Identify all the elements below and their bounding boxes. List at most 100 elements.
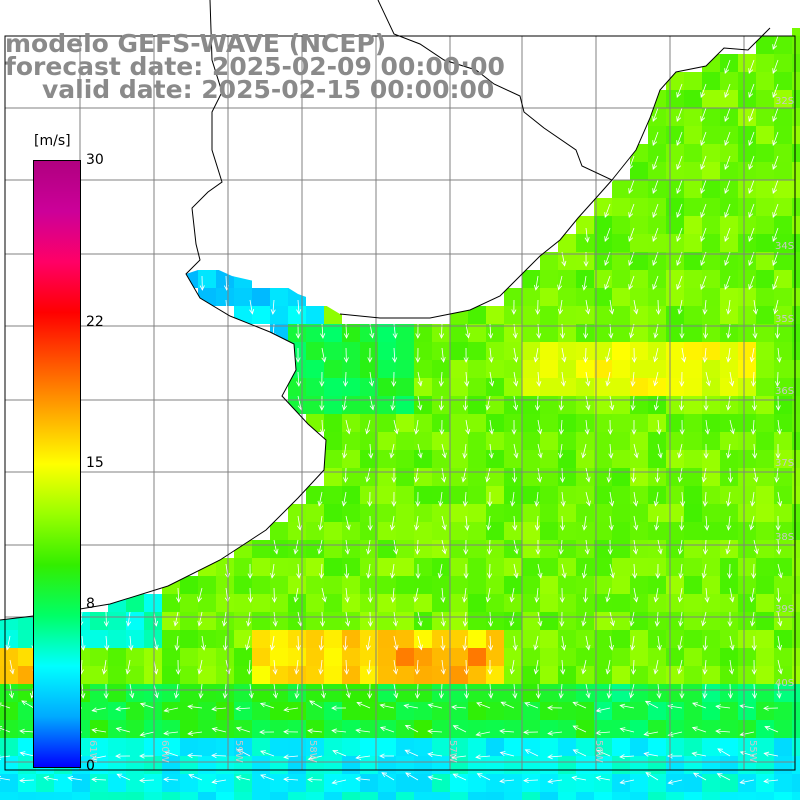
wind-arrow [163,750,179,757]
wind-arrow [391,491,397,507]
wind-cell [702,630,720,648]
wind-cell [630,234,648,252]
wind-arrow [560,491,566,507]
wind-cell [396,594,414,612]
wind-arrow [681,347,687,363]
wind-arrow [676,275,683,291]
wind-cell [684,684,702,702]
wind-cell [252,648,270,666]
wind-arrow [656,683,662,699]
wind-cell [774,162,792,180]
wind-arrow [405,772,419,781]
wind-cell [252,558,270,576]
wind-arrow [317,539,323,555]
wind-arrow [294,659,300,675]
wind-arrow [753,467,759,483]
wind-arrow [319,395,325,411]
wind-cell [540,558,558,576]
wind-arrow [0,775,11,781]
wind-cell [234,792,252,800]
wind-cell [0,666,18,684]
wind-arrow [692,772,707,781]
wind-cell [18,630,36,648]
wind-arrow [750,491,756,507]
wind-cell [252,738,270,756]
wind-arrow [748,227,755,243]
wind-cell [504,630,522,648]
wind-cell [198,702,216,720]
wind-arrow [584,227,590,243]
wind-cell [576,396,594,414]
wind-cell [126,756,144,774]
wind-arrow [368,443,374,459]
wind-cell [594,432,612,450]
wind-cell [396,702,414,720]
wind-cell [738,144,756,162]
wind-cell [738,108,756,126]
wind-arrow [772,107,779,123]
wind-arrow [677,299,683,315]
wind-cell [504,522,522,540]
wind-cell [414,756,432,774]
wind-cell [504,684,522,702]
wind-cell [666,162,684,180]
wind-cell [558,378,576,396]
wind-arrow [80,635,86,651]
wind-cell [720,450,738,468]
wind-arrow [452,725,467,733]
wind-arrow [608,443,614,459]
wind-cell [234,720,252,738]
wind-cell [576,774,594,792]
wind-cell [468,702,486,720]
wind-arrow [724,203,731,219]
wind-cell [738,576,756,594]
wind-cell [648,630,666,648]
wind-cell [738,324,756,342]
wind-arrow [633,515,639,531]
wind-cell [252,630,270,648]
wind-cell [540,450,558,468]
wind-cell [450,378,468,396]
wind-cell [306,630,324,648]
wind-cell [576,720,594,738]
wind-cell [684,450,702,468]
wind-arrow [775,395,781,411]
wind-cell [558,558,576,576]
wind-cell [774,234,792,252]
wind-arrow [0,702,11,709]
wind-arrow [309,700,323,709]
wind-arrow [776,683,782,699]
wind-cell [576,648,594,666]
wind-cell [648,684,666,702]
wind-cell [756,126,774,144]
wind-cell [756,702,774,720]
wind-cell [126,702,144,720]
wind-cell [594,216,612,234]
wind-cell [612,666,630,684]
wind-arrow [726,347,732,363]
wind-cell [288,774,306,792]
wind-cell [684,144,702,162]
wind-cell [720,162,738,180]
wind-arrow [701,563,707,579]
wind-cell [576,576,594,594]
wind-arrow [307,728,323,734]
wind-cell [756,468,774,486]
wind-arrow [645,772,659,781]
wind-cell [360,594,378,612]
wind-arrow [633,443,639,459]
wind-cell [792,720,800,738]
wind-cell [486,450,504,468]
wind-cell [396,684,414,702]
wind-cell [396,612,414,630]
wind-cell [558,504,576,522]
wind-cell [540,414,558,432]
wind-cell [342,594,360,612]
wind-cell [0,792,18,800]
wind-arrow [91,777,107,783]
wind-cell [738,162,756,180]
wind-cell [180,594,198,612]
wind-cell [270,702,288,720]
wind-cell [342,432,360,450]
wind-arrow [187,730,203,736]
